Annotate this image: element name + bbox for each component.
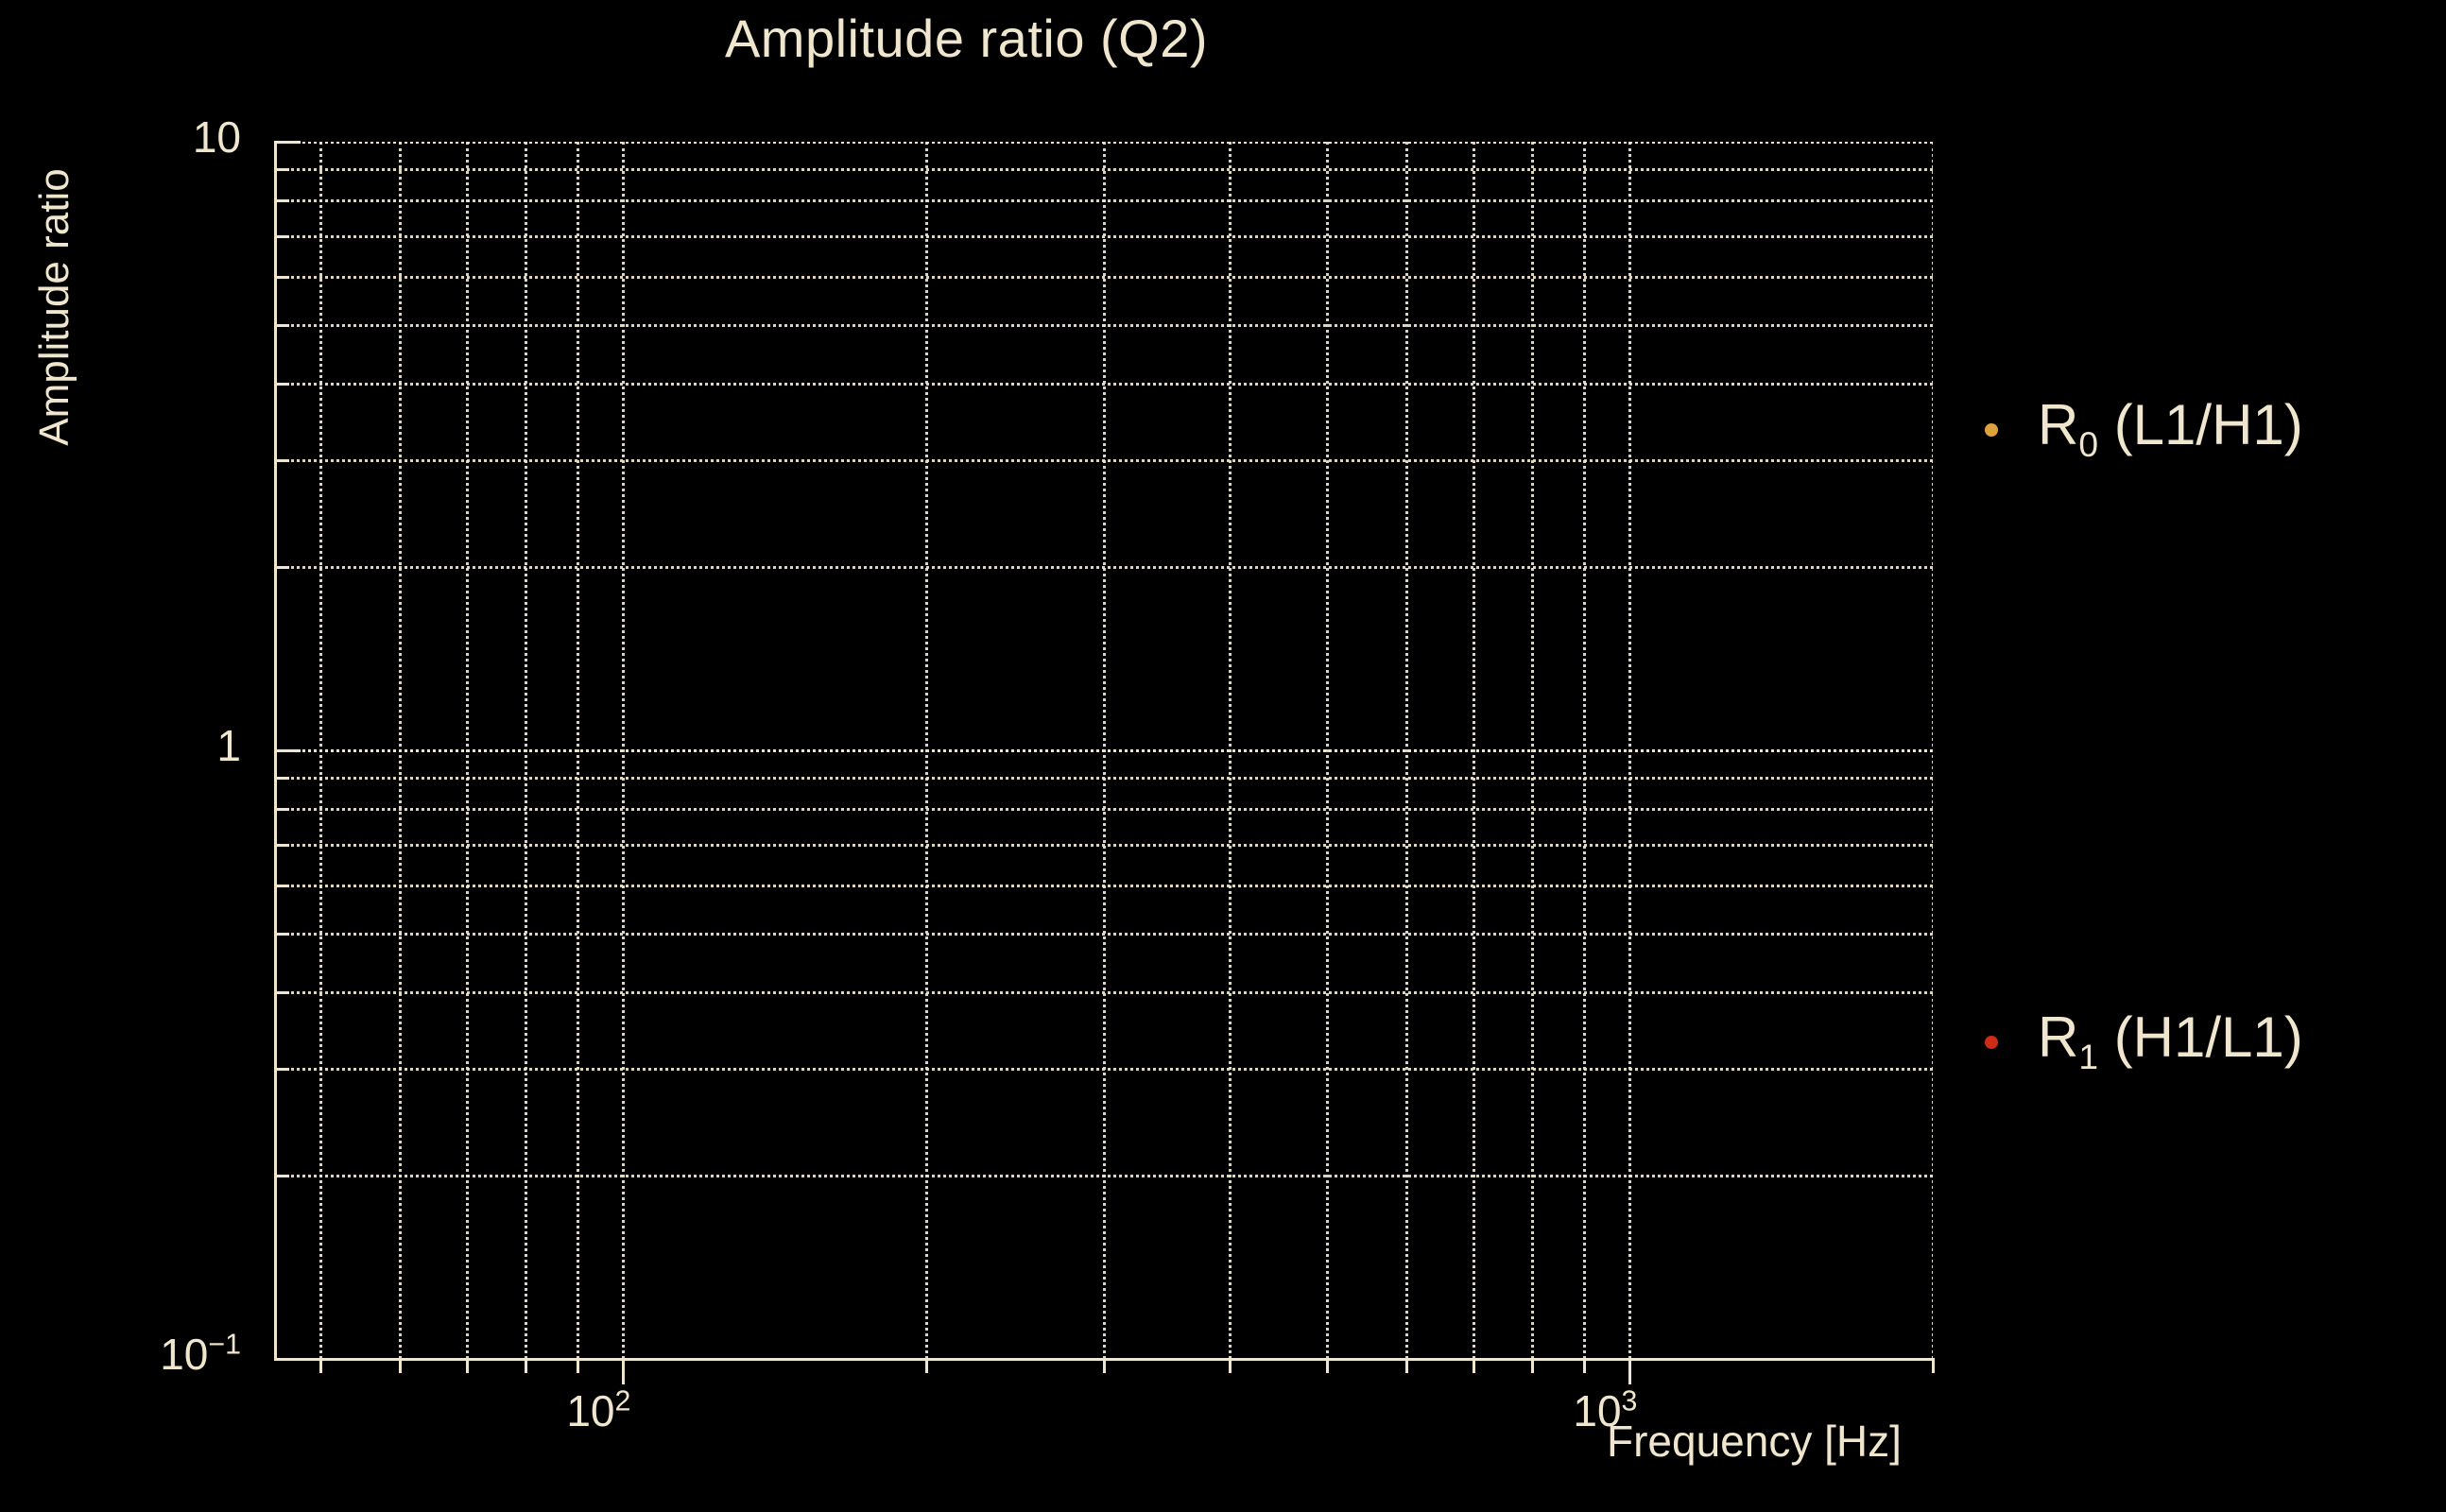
x-gridline [1531, 142, 1535, 1359]
x-axis-tick [399, 1358, 403, 1373]
y-axis-label: 10−1 [160, 1329, 241, 1379]
x-gridline [1582, 142, 1586, 1359]
y-axis-tick [274, 749, 301, 752]
x-axis-tick [466, 1358, 470, 1373]
x-axis-tick [1102, 1358, 1106, 1373]
y-axis-tick [274, 234, 289, 238]
legend-marker-icon [1985, 422, 1998, 437]
x-axis-tick [319, 1358, 322, 1373]
x-gridline [924, 142, 928, 1359]
legend-label: R1 (H1/L1) [2038, 1005, 2303, 1076]
legend-entry[interactable]: R0 (L1/H1) [1985, 393, 2303, 464]
legend-label: R0 (L1/H1) [2038, 393, 2303, 464]
plot-area [274, 142, 1933, 1359]
y-axis-label: 1 [216, 721, 241, 770]
y-axis-tick [274, 141, 301, 144]
y-axis-tick [274, 566, 289, 570]
y-axis-tick [274, 458, 289, 462]
x-gridline [1102, 142, 1106, 1359]
y-axis-tick [274, 168, 289, 172]
x-gridline [1628, 142, 1632, 1359]
x-axis-tick [622, 1358, 626, 1384]
y-axis-tick [274, 777, 289, 781]
x-axis-tick [525, 1358, 528, 1373]
y-axis-tick [274, 275, 289, 279]
y-axis-tick [274, 323, 289, 327]
y-axis-tick [274, 991, 289, 995]
y-axis-tick [274, 1067, 289, 1071]
y-axis-tick [274, 383, 289, 387]
x-axis-tick [1228, 1358, 1232, 1373]
x-gridline [1325, 142, 1329, 1359]
x-gridline [466, 142, 470, 1359]
x-axis-label: 103 [1573, 1385, 1638, 1435]
grid-container [274, 142, 1933, 1359]
y-axis-label: 10 [192, 112, 241, 162]
x-axis-tick [1932, 1358, 1935, 1373]
y-axis-tick [274, 932, 289, 936]
x-axis-tick [1473, 1358, 1476, 1373]
y-axis-tick [274, 843, 289, 847]
x-gridline [576, 142, 579, 1359]
x-gridline [1228, 142, 1232, 1359]
y-axis-title: Amplitude ratio [31, 168, 78, 446]
x-axis-tick [1405, 1358, 1409, 1373]
x-axis-tick [1628, 1358, 1632, 1384]
y-axis-tick [274, 199, 289, 203]
x-gridline [1473, 142, 1476, 1359]
x-gridline [622, 142, 626, 1359]
x-axis-tick [1582, 1358, 1586, 1373]
y-axis-tick [274, 884, 289, 887]
x-axis-title: Frequency [Hz] [1607, 1417, 1902, 1466]
x-gridline [319, 142, 322, 1359]
y-axis-tick [274, 1358, 301, 1361]
x-axis-tick [576, 1358, 579, 1373]
x-gridline [399, 142, 403, 1359]
legend-marker-icon [1985, 1035, 1998, 1049]
x-gridline [1932, 142, 1933, 1359]
x-axis-tick [924, 1358, 928, 1373]
chart-title: Amplitude ratio (Q2) [724, 9, 1209, 68]
x-axis-tick [1325, 1358, 1329, 1373]
y-axis-tick [274, 808, 289, 812]
x-gridline [1405, 142, 1409, 1359]
x-gridline [525, 142, 528, 1359]
x-axis-tick [1531, 1358, 1535, 1373]
x-axis-label: 102 [566, 1385, 631, 1435]
y-axis-tick [274, 1175, 289, 1178]
legend-entry[interactable]: R1 (H1/L1) [1985, 1005, 2303, 1076]
